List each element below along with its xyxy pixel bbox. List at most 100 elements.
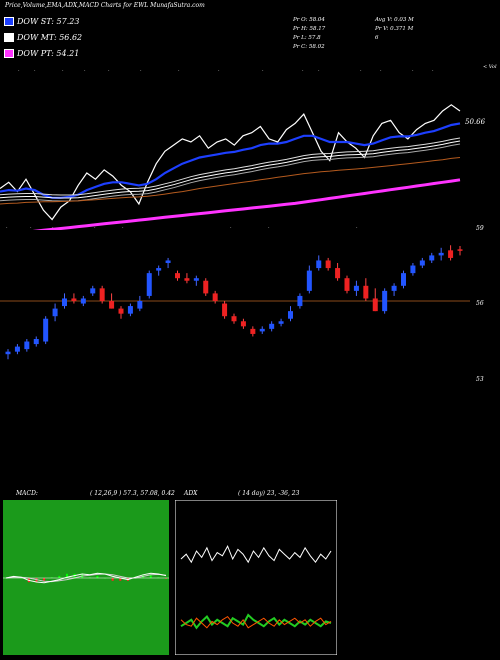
macd-histogram-bar-6: [50, 577, 53, 578]
candle-body-18: [175, 273, 180, 279]
macd-histogram-bar-15: [119, 578, 122, 581]
candle-body-6: [62, 298, 67, 307]
adx-line: [180, 545, 332, 564]
plus-di-line: [180, 613, 332, 630]
quote-volume: Pr V: 0.371 M: [375, 26, 414, 32]
candle-body-5: [52, 308, 58, 317]
candle-body-43: [410, 265, 416, 274]
legend-label-pt: DOW PT: 54.21: [17, 49, 80, 58]
candle-body-45: [429, 255, 435, 261]
quote-avg-volume: Avg V: 0.03 M: [375, 17, 414, 23]
candle-body-15: [146, 273, 152, 296]
ema-mid-upper-line: [0, 140, 461, 199]
candle-body-39: [372, 298, 378, 312]
candle-body-9: [90, 288, 96, 294]
top-date-tick-8: ·: [262, 68, 264, 74]
macd-histogram-bar-11: [88, 577, 91, 578]
bottom-date-tick-6: ·: [268, 225, 270, 230]
ema-fast-line: [0, 122, 461, 199]
quote-open: Pr O: 58.04: [293, 17, 325, 23]
candle-body-30: [288, 311, 293, 319]
top-date-tick-5: ·: [140, 68, 142, 74]
candle-body-10: [99, 288, 105, 301]
volume-axis-label: < Vol: [483, 64, 497, 70]
top-date-tick-12: ·: [380, 68, 382, 74]
macd-background: [3, 500, 169, 655]
macd-histogram-bar-19: [149, 575, 152, 578]
axis-label-59: 59: [476, 225, 484, 232]
candle-body-14: [137, 301, 143, 309]
candle-body-28: [269, 323, 275, 329]
bottom-date-tick-1: ·: [30, 225, 32, 230]
axis-label-53: 53: [476, 376, 484, 383]
chart-title: Price,Volume,EMA,ADX,MACD Charts for EWL…: [5, 2, 205, 9]
top-date-tick-2: ·: [62, 68, 64, 74]
legend-item-mt: DOW MT: 56.62: [4, 33, 82, 42]
top-date-tick-7: ·: [218, 68, 220, 74]
legend-swatch-st: [4, 17, 14, 26]
legend-label-st: DOW ST: 57.23: [17, 17, 80, 26]
macd-line: [5, 572, 167, 584]
candle-body-48: [457, 249, 463, 251]
top-date-tick-1: ·: [34, 68, 36, 74]
candle-body-19: [184, 278, 190, 281]
candle-body-35: [335, 268, 341, 279]
macd-histogram-bar-12: [96, 575, 99, 578]
macd-histogram-bar-14: [111, 578, 114, 581]
minus-di-line: [180, 615, 332, 629]
ema-long-line: [32, 178, 461, 230]
top-date-tick-4: ·: [108, 68, 110, 74]
top-date-tick-6: ·: [178, 68, 180, 74]
candle-body-2: [24, 341, 30, 350]
candle-body-24: [231, 316, 237, 322]
candle-body-31: [297, 295, 303, 307]
quote-close: Pr C: 58.02: [293, 44, 325, 50]
candle-body-17: [165, 260, 171, 263]
ema-slow-line: [0, 157, 461, 205]
adx-params: ( 14 day) 23, -36, 23: [238, 490, 300, 497]
adx-title: ADX: [184, 490, 198, 497]
candle-body-4: [43, 318, 49, 342]
legend-item-pt: DOW PT: 54.21: [4, 49, 79, 58]
top-date-tick-14: ·: [432, 68, 434, 74]
candle-body-41: [391, 285, 397, 291]
candle-body-11: [109, 301, 115, 309]
candle-body-47: [448, 250, 454, 258]
adx-frame: [175, 500, 337, 655]
candle-body-7: [71, 298, 77, 301]
top-date-tick-0: ·: [18, 68, 20, 74]
candle-body-1: [14, 346, 20, 352]
price-line: [0, 104, 461, 221]
candle-body-27: [259, 328, 265, 332]
candle-body-20: [193, 278, 199, 281]
candle-body-29: [278, 321, 284, 324]
candle-body-23: [222, 303, 228, 317]
bottom-date-tick-3: ·: [94, 225, 96, 230]
bottom-date-tick-0: ·: [6, 225, 8, 230]
top-date-tick-10: ·: [318, 68, 320, 74]
bottom-date-tick-2: ·: [52, 225, 54, 230]
ema-chart: · · · · · · · · · · · · · · · · · · · · · · ·: [0, 68, 461, 230]
quote-high: Pr H: 58.17: [293, 26, 326, 32]
candle-body-25: [240, 321, 246, 327]
quote-low: Pr L: 57.8: [293, 35, 321, 41]
candle-body-0: [5, 351, 11, 355]
top-date-tick-13: ·: [412, 68, 414, 74]
candle-body-33: [316, 260, 322, 269]
macd-chart: [3, 500, 169, 655]
bottom-date-tick-4: ·: [122, 225, 124, 230]
macd-title: MACD:: [16, 490, 38, 497]
candle-body-37: [353, 285, 359, 291]
legend-swatch-pt: [4, 49, 14, 58]
bottom-date-tick-5: ·: [230, 225, 232, 230]
candle-body-22: [212, 293, 218, 301]
quote-six: 6: [375, 35, 379, 41]
price-label: 50.66: [465, 118, 486, 126]
legend-swatch-mt: [4, 33, 14, 42]
candle-body-36: [344, 278, 350, 291]
candle-body-16: [156, 268, 162, 271]
bottom-date-tick-7: ·: [356, 225, 358, 230]
candle-body-46: [438, 252, 444, 256]
macd-histogram-bar-8: [65, 573, 68, 578]
candle-body-42: [401, 273, 406, 286]
